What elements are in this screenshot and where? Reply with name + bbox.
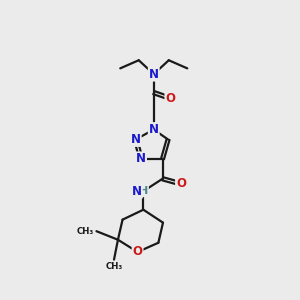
Text: CH₃: CH₃ (105, 262, 123, 272)
Text: N: N (136, 152, 146, 165)
Text: CH₃: CH₃ (76, 227, 94, 236)
Text: O: O (133, 245, 142, 259)
Text: N: N (149, 68, 159, 81)
Text: H: H (139, 186, 148, 196)
Text: O: O (176, 177, 186, 190)
Text: N: N (131, 133, 141, 146)
Text: N: N (132, 185, 142, 198)
Text: N: N (149, 123, 159, 136)
Text: O: O (165, 92, 176, 105)
